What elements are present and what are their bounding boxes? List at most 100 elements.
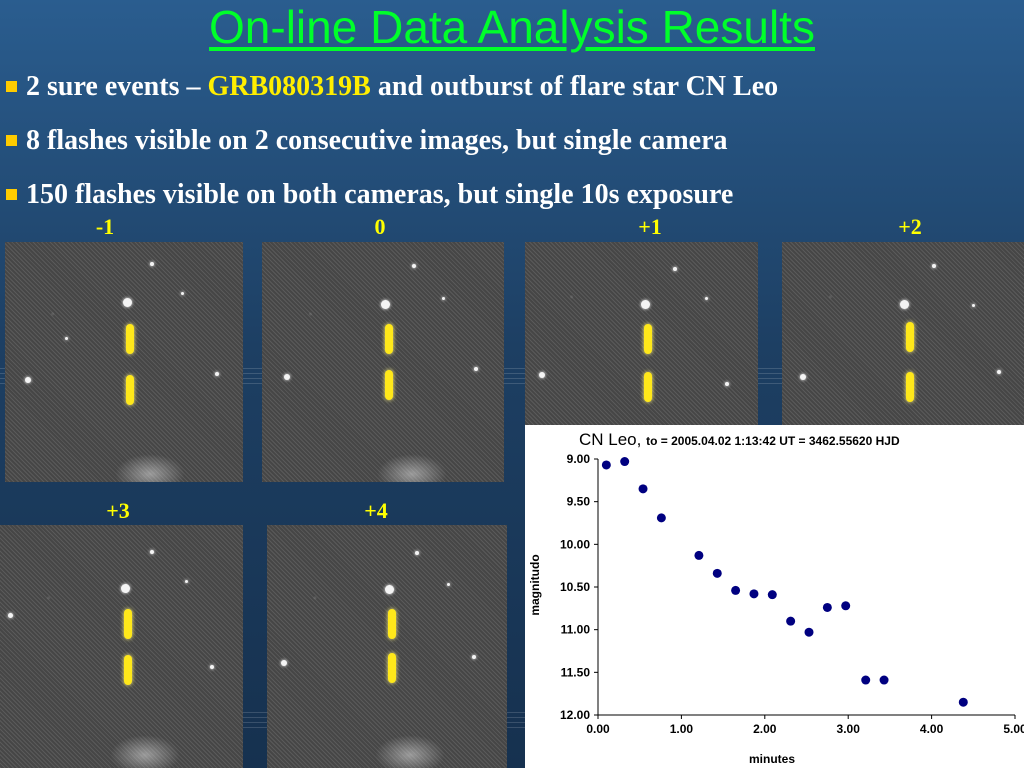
frame-label: +4 xyxy=(364,498,388,523)
y-tick-label: 10.50 xyxy=(560,580,590,594)
bullet-square-icon xyxy=(6,135,17,146)
data-point xyxy=(786,616,796,626)
flash-streak xyxy=(388,653,396,683)
chart-points xyxy=(601,457,968,707)
star-icon xyxy=(900,300,909,309)
slide-title: On-line Data Analysis Results xyxy=(209,1,815,53)
bullet-text: 2 sure events – xyxy=(26,71,208,102)
data-point xyxy=(731,585,741,595)
star-icon xyxy=(65,337,68,340)
sky-frame-image xyxy=(782,242,1024,425)
bullet-square-icon xyxy=(6,81,17,92)
flash-streak xyxy=(124,655,132,685)
frame-label: +2 xyxy=(898,214,922,239)
star-icon xyxy=(932,264,936,268)
star-icon xyxy=(123,298,132,307)
flash-streak xyxy=(385,324,393,354)
star-icon xyxy=(284,374,290,380)
bright-glow xyxy=(377,454,447,482)
flash-streak xyxy=(126,375,134,405)
star-icon xyxy=(121,584,130,593)
bullet-item-3: 150 flashes visible on both cameras, but… xyxy=(4,168,1024,222)
star-icon xyxy=(385,585,394,594)
flash-streak xyxy=(906,322,914,352)
bullet-item-1: 2 sure events – GRB080319B and outburst … xyxy=(4,60,1024,114)
data-point xyxy=(861,675,871,685)
data-point xyxy=(767,590,777,600)
star-icon xyxy=(725,382,729,386)
y-tick-label: 11.00 xyxy=(561,623,591,637)
bullet-text-rest: and outburst of flare star CN Leo xyxy=(370,71,779,102)
star-icon xyxy=(673,267,677,271)
star-icon xyxy=(150,550,154,554)
star-icon xyxy=(442,297,445,300)
bullet-highlight: GRB080319B xyxy=(207,71,371,102)
y-tick-label: 11.50 xyxy=(561,665,591,679)
x-tick-label: 2.00 xyxy=(753,722,777,736)
chart-axes: 9.00 9.50 10.00 10.50 11.00 11.50 12.000.00 1.0… xyxy=(560,452,1024,736)
x-axis-label: minutes xyxy=(749,752,795,766)
light-curve-plot: CN Leo, to = 2005.04.02 1:13:42 UT = 346… xyxy=(528,430,1024,766)
bright-glow xyxy=(115,454,185,482)
bright-glow xyxy=(375,735,445,768)
sky-frame-image xyxy=(0,525,243,768)
y-tick-label: 9.50 xyxy=(567,495,591,509)
y-tick-label: 9.00 xyxy=(567,452,591,466)
x-tick-label: 3.00 xyxy=(837,722,861,736)
star-icon xyxy=(705,297,708,300)
data-point xyxy=(841,601,851,611)
star-icon xyxy=(800,374,806,380)
star-icon xyxy=(415,551,419,555)
star-icon xyxy=(474,367,478,371)
flash-streak xyxy=(385,370,393,400)
star-icon xyxy=(412,264,416,268)
flash-streak xyxy=(388,609,396,639)
background-stripes xyxy=(0,368,1024,388)
data-point xyxy=(958,697,968,707)
light-curve-chart: CN Leo, to = 2005.04.02 1:13:42 UT = 346… xyxy=(525,425,1024,768)
bullet-list: 2 sure events – GRB080319B and outburst … xyxy=(4,60,1024,222)
data-point xyxy=(749,589,759,599)
frame-label: 0 xyxy=(374,214,386,239)
sky-frame-image xyxy=(525,242,758,425)
sky-frame-image xyxy=(267,525,507,768)
star-icon xyxy=(539,372,545,378)
data-point xyxy=(879,675,889,685)
bullet-text: 150 flashes visible on both cameras, but… xyxy=(26,179,734,210)
star-icon xyxy=(25,377,31,383)
star-icon xyxy=(972,304,975,307)
flash-streak xyxy=(906,372,914,402)
star-icon xyxy=(185,580,188,583)
star-icon xyxy=(281,660,287,666)
x-tick-label: 1.00 xyxy=(670,722,694,736)
star-icon xyxy=(181,292,184,295)
flash-streak xyxy=(124,609,132,639)
data-point xyxy=(601,460,611,470)
data-point xyxy=(656,513,666,523)
star-icon xyxy=(641,300,650,309)
bullet-text: 8 flashes visible on 2 consecutive image… xyxy=(26,125,728,156)
bullet-item-2: 8 flashes visible on 2 consecutive image… xyxy=(4,114,1024,168)
y-axis-label: magnitudo xyxy=(528,554,542,615)
x-tick-label: 0.00 xyxy=(586,722,610,736)
star-icon xyxy=(215,372,219,376)
x-tick-label: 4.00 xyxy=(920,722,944,736)
star-icon xyxy=(997,370,1001,374)
sky-frame-image xyxy=(5,242,243,482)
star-icon xyxy=(150,262,154,266)
sky-frame-image xyxy=(262,242,504,482)
frame-label: -1 xyxy=(95,214,115,239)
data-point xyxy=(694,550,704,560)
flash-streak xyxy=(644,324,652,354)
y-tick-label: 12.00 xyxy=(560,708,590,722)
data-point xyxy=(638,484,648,494)
data-point xyxy=(804,627,814,637)
y-tick-label: 10.00 xyxy=(560,537,590,551)
data-point xyxy=(620,457,630,467)
flash-streak xyxy=(126,324,134,354)
star-icon xyxy=(210,665,214,669)
bullet-square-icon xyxy=(6,189,17,200)
x-tick-label: 5.00 xyxy=(1003,722,1024,736)
star-icon xyxy=(447,583,450,586)
bright-glow xyxy=(110,735,180,768)
